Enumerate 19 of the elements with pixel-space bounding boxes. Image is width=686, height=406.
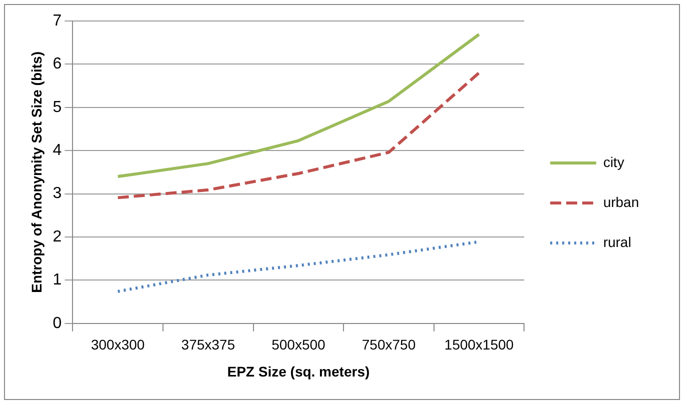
line-series	[116, 71, 481, 200]
y-tick-label: 1	[52, 272, 62, 289]
y-tick-label: 3	[52, 185, 62, 202]
legend-label: rural	[603, 234, 632, 250]
x-axis-title: EPZ Size (sq. meters)	[227, 363, 370, 380]
y-tick-label: 2	[52, 228, 62, 246]
x-tick-label: 1500x1500	[444, 336, 514, 353]
x-tick-label: 500x500	[272, 336, 326, 353]
legend-label: city	[603, 154, 624, 170]
y-axis-title: Entropy of Anonymity Set Size (bits)	[28, 52, 44, 293]
x-tick-label: 300x300	[90, 336, 145, 353]
legend-label: urban	[603, 194, 640, 210]
x-tick-label: 375x375	[181, 336, 236, 353]
y-tick-label: 5	[52, 98, 62, 116]
x-tick-label: 750x750	[362, 336, 416, 353]
y-tick-label: 4	[52, 142, 62, 160]
y-tick-label: 0	[52, 314, 62, 332]
y-tick-label: 6	[52, 56, 62, 73]
y-tick-label: 7	[52, 12, 62, 30]
